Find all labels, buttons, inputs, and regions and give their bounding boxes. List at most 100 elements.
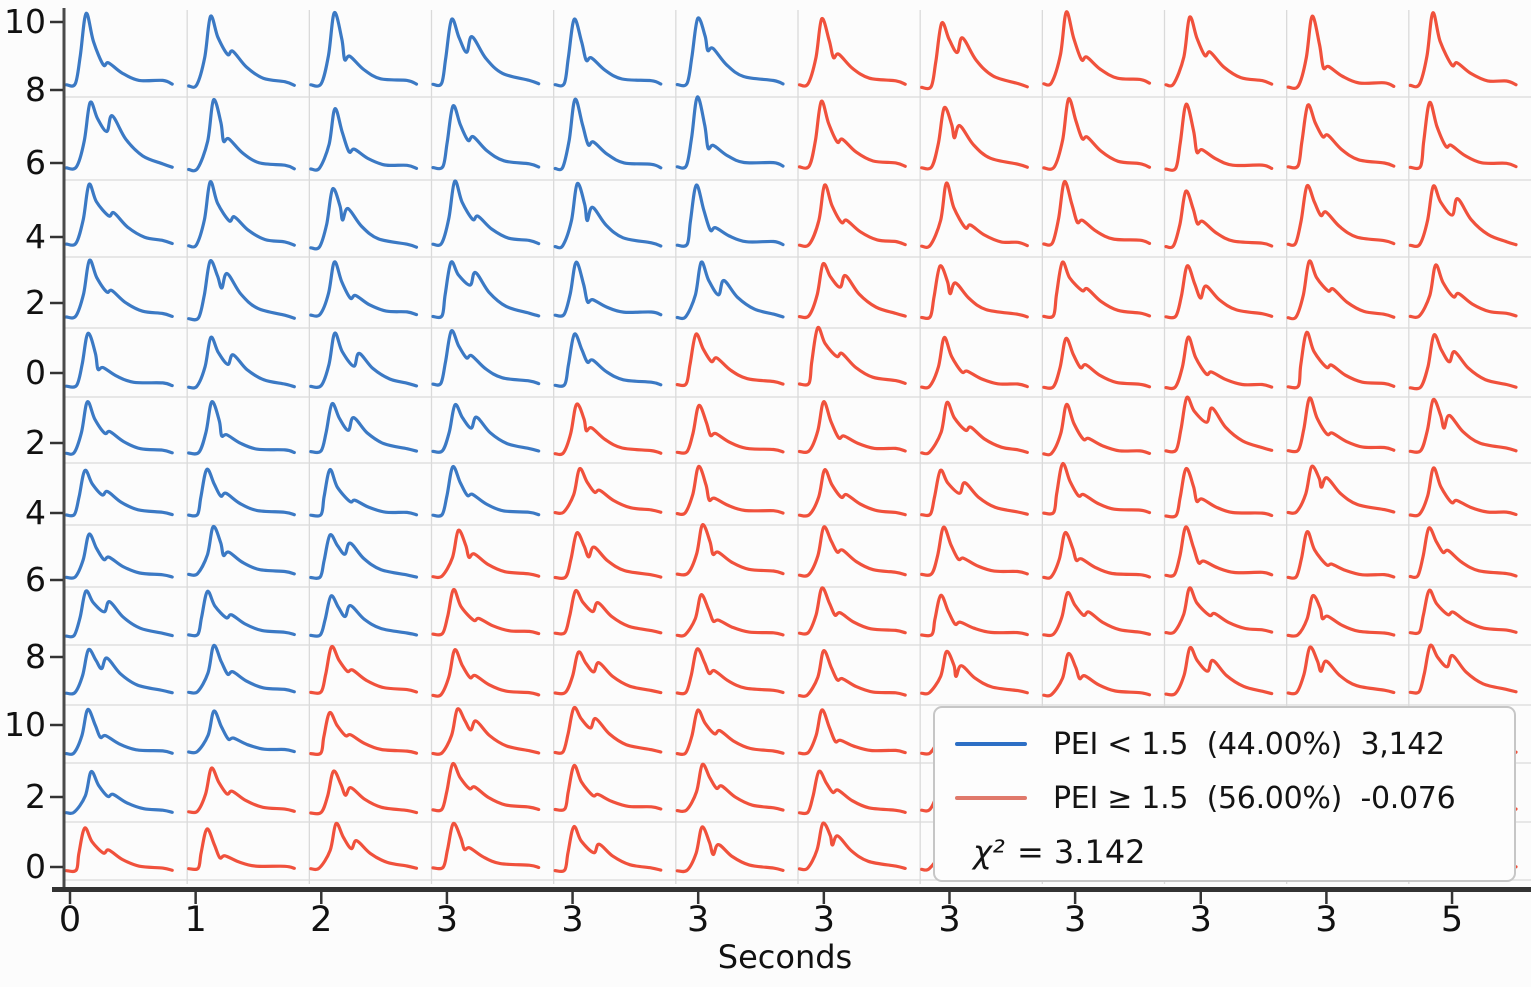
waveform <box>920 181 1029 249</box>
axes <box>50 8 1531 904</box>
waveform <box>187 259 296 322</box>
waveform <box>920 649 1029 696</box>
waveform <box>920 20 1029 91</box>
x-axis-tick-label: 0 <box>58 900 82 940</box>
waveform <box>431 648 541 698</box>
waveform <box>1164 102 1274 172</box>
waveform <box>1042 531 1152 580</box>
waveform <box>431 821 541 871</box>
waveform <box>64 400 174 456</box>
waveform <box>920 593 1029 638</box>
waveform <box>64 182 174 247</box>
chi-value: = 3.142 <box>1006 833 1146 871</box>
waveform <box>187 589 296 638</box>
waveform <box>1408 184 1518 248</box>
waveform <box>675 464 785 517</box>
waveform <box>1042 260 1152 320</box>
waveform <box>553 588 663 636</box>
waveform <box>1286 330 1396 390</box>
waveform <box>1408 526 1518 580</box>
x-axis-tick-label: 2 <box>310 900 333 940</box>
waveform <box>1408 397 1518 454</box>
waveform <box>187 467 296 518</box>
waveform <box>675 183 785 248</box>
waveform <box>1408 588 1518 636</box>
waveform <box>797 17 907 88</box>
waveform <box>1164 525 1274 578</box>
x-axis-tick-label: 3 <box>561 900 584 940</box>
waveform <box>1286 183 1396 247</box>
waveform <box>553 825 663 874</box>
waveform <box>187 98 296 173</box>
waveform <box>797 183 907 248</box>
waveform <box>675 523 785 577</box>
waveform <box>187 643 296 695</box>
waveform <box>431 260 541 320</box>
waveform <box>187 335 296 390</box>
waveform <box>1164 189 1274 250</box>
waveform <box>675 825 785 874</box>
waveform <box>431 761 541 813</box>
legend-label-pei-ge: PEI ≥ 1.5 (56.00%) -0.076 <box>1053 780 1456 816</box>
waveform <box>920 468 1029 518</box>
x-axis-tick-label: 5 <box>1440 900 1464 940</box>
waveform <box>1408 11 1518 89</box>
waveform <box>553 705 663 755</box>
waveform <box>797 468 907 518</box>
waveform <box>431 528 541 580</box>
waveform <box>675 260 785 321</box>
waveform <box>797 400 907 455</box>
waveform <box>64 707 174 757</box>
waveform <box>187 827 296 872</box>
y-axis-tick-label: 6 <box>25 142 46 182</box>
waveform <box>431 707 541 756</box>
y-axis-tick-label: 0 <box>25 846 46 886</box>
waveform <box>1042 10 1152 87</box>
waveform <box>1042 462 1152 516</box>
waveform <box>1164 335 1274 391</box>
waveform <box>1042 97 1152 171</box>
y-axis-tick-label: 0 <box>25 352 46 392</box>
waveform <box>187 766 296 815</box>
y-axis-tick-label: 8 <box>25 69 46 109</box>
y-axis-tick-label: 10 <box>4 1 46 41</box>
waveform <box>309 401 419 455</box>
waveform <box>1164 264 1274 320</box>
waveform <box>64 258 174 320</box>
waveform <box>797 649 907 699</box>
waveform <box>1408 643 1518 695</box>
waveform <box>309 644 419 695</box>
waveform <box>309 331 419 390</box>
waveform <box>920 335 1029 390</box>
legend-label-pei-lt: PEI < 1.5 (44.00%) 3,142 <box>1053 726 1445 762</box>
waveform <box>675 16 785 88</box>
waveform <box>675 593 785 638</box>
waveform <box>431 179 541 247</box>
x-axis-tick-label: 3 <box>1063 900 1087 940</box>
waveform <box>553 181 663 250</box>
waveform <box>309 769 419 816</box>
waveform <box>1042 180 1152 247</box>
chi-squared-annotation: χ² = 3.142 <box>973 828 1146 876</box>
y-axis-tick-label: 10 <box>4 704 46 744</box>
waveform <box>797 325 907 387</box>
waveform <box>553 763 663 812</box>
waveform <box>64 100 174 171</box>
waveform <box>1042 402 1152 457</box>
waveform <box>553 332 663 388</box>
waveform <box>1164 395 1274 454</box>
waveform <box>797 708 907 756</box>
waveform <box>1164 645 1274 697</box>
x-axis-tick-label: 3 <box>687 900 710 940</box>
waveform <box>1164 586 1274 635</box>
waveform <box>553 466 663 516</box>
x-axis-tick-label: 3 <box>435 900 459 940</box>
waveform <box>920 400 1029 456</box>
waveform <box>1164 466 1274 519</box>
waveform <box>553 650 663 696</box>
waveform <box>553 531 663 580</box>
waveform <box>797 821 907 872</box>
waveform <box>1408 263 1518 319</box>
waveform <box>431 104 541 171</box>
